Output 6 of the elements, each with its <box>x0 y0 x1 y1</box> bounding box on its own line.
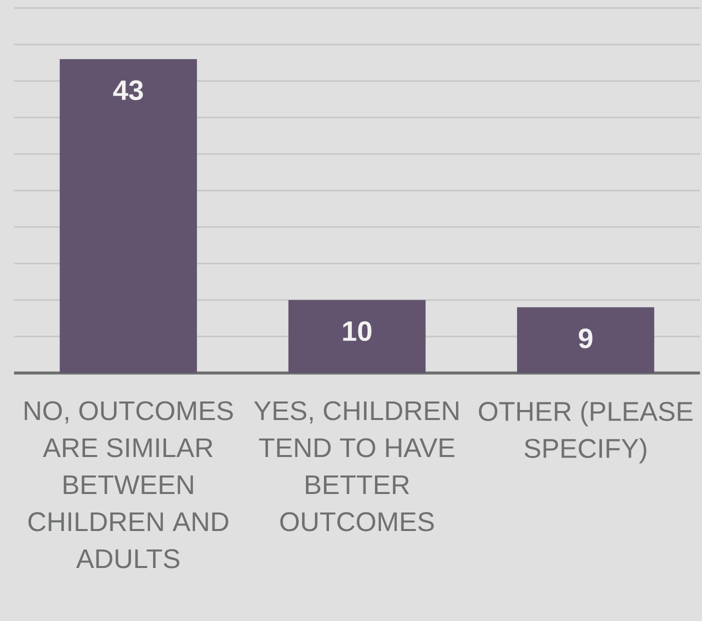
data-label: 9 <box>578 328 592 348</box>
data-label: 10 <box>343 321 372 342</box>
x-tick-label: OTHER (PLEASE SPECIFY) <box>478 401 693 464</box>
x-tick-label: NO, OUTCOMES ARE SIMILAR BETWEEN CHILDREN AND ADULTS <box>24 401 233 568</box>
x-tick-label: YES, CHILDREN TEND TO HAVE BETTER OUTCOMES <box>254 401 458 532</box>
data-label: 43 <box>113 80 143 100</box>
